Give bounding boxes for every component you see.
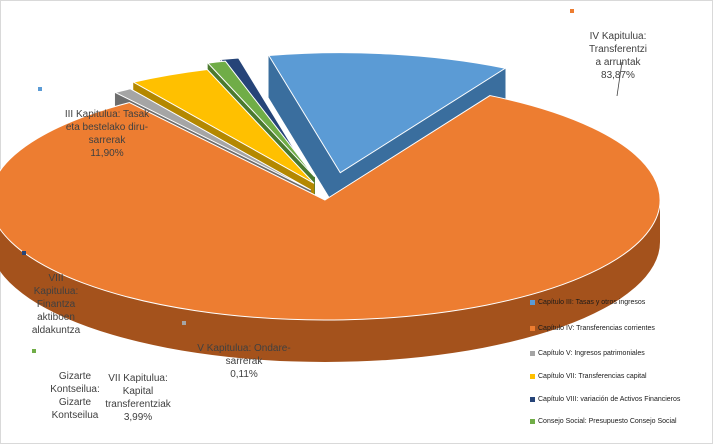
slice-label-v-ondare: V Kapitulua: Ondare- sarrerak 0,11% [182,316,302,381]
legend-label: Capítulo V: Ingresos patrimoniales [538,350,645,357]
legend-swatch [530,326,535,331]
legend-label: Capítulo III: Tasas y otros ingresos [538,299,646,306]
pie-slice [267,52,507,174]
slice-label-iv-transferentziak: IV Kapitulua: Transferentzi a arruntak 8… [570,4,664,82]
legend-label: Capítulo VIII: variación de Activos Fina… [538,396,681,403]
pie-slice-group [0,95,661,362]
label-leader-line [616,61,623,97]
chart-legend: Capítulo III: Tasas y otros ingresos Cap… [530,292,708,440]
slice-label-gizarte-kontseilua: Gizarte Kontseilua: Gizarte Kontseilua [32,344,110,422]
slice-label-iii-tasak: III Kapitulua: Tasak eta bestelako diru-… [38,82,166,160]
slice-label-viii-finantza: VIII Kapitulua: Finantza aktiboen aldaku… [22,246,82,337]
pie-slice [132,68,315,184]
pie-slice [206,60,316,178]
pie-slice-side [0,200,660,362]
legend-swatch [530,397,535,402]
slice-label-vii-kapital: VII Kapitulua: Kapital transferentziak 3… [105,373,171,423]
pie-slice [113,88,312,191]
legend-swatch [530,419,535,424]
legend-label: Capítulo VII: Transferencias capital [538,373,647,380]
legend-label: Capítulo IV: Transferencias corrientes [538,325,655,332]
legend-swatch [530,351,535,356]
legend-swatch [530,300,535,305]
pie-slice [0,95,661,321]
legend-swatch [530,374,535,379]
legend-label: Consejo Social: Presupuesto Consejo Soci… [538,418,677,425]
